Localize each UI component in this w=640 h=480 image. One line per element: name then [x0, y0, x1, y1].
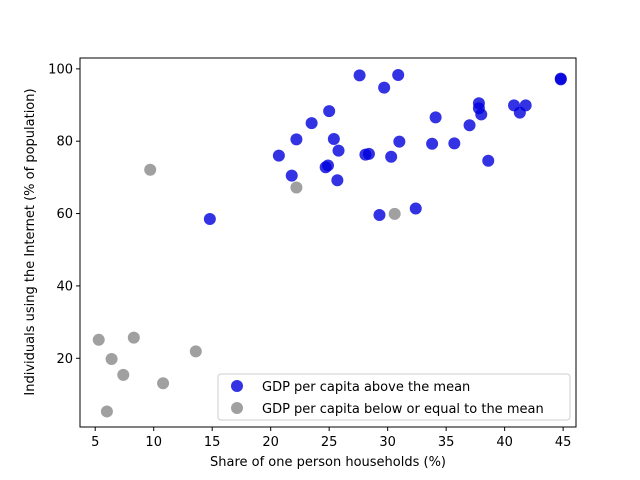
- x-tick-label-10: 10: [145, 435, 162, 450]
- data-point-below-mean-1: [100, 405, 113, 418]
- y-tick-label-40: 40: [56, 279, 73, 294]
- y-tick-label-80: 80: [56, 135, 73, 150]
- y-tick-label-100: 100: [48, 62, 73, 77]
- x-tick-label-15: 15: [204, 435, 221, 450]
- x-tick-label-40: 40: [496, 435, 513, 450]
- data-point-below-mean-6: [157, 377, 170, 390]
- data-point-below-mean-3: [117, 368, 130, 381]
- data-point-above-mean-13: [362, 147, 375, 160]
- data-point-below-mean-5: [144, 163, 157, 176]
- x-axis-ticks: 5 10 15 20 25 30 35 40 45: [91, 427, 571, 450]
- data-point-above-mean-3: [290, 133, 303, 146]
- x-tick-label-20: 20: [262, 435, 279, 450]
- data-points: [92, 69, 567, 418]
- x-tick-label-25: 25: [321, 435, 338, 450]
- legend-marker-below-mean: [231, 402, 243, 414]
- data-point-below-mean-8: [290, 181, 303, 194]
- data-point-above-mean-9: [331, 174, 344, 187]
- data-point-above-mean-8: [327, 133, 340, 146]
- legend-marker-above-mean: [231, 380, 243, 392]
- data-point-above-mean-0: [203, 212, 216, 225]
- plot-frame: [79, 57, 577, 428]
- data-point-above-mean-30: [519, 99, 532, 112]
- legend-label-below-mean: GDP per capita below or equal to the mea…: [262, 402, 544, 417]
- data-point-above-mean-14: [373, 209, 386, 222]
- data-point-above-mean-15: [378, 81, 391, 94]
- data-point-above-mean-32: [554, 72, 567, 85]
- data-point-below-mean-9: [388, 207, 401, 220]
- data-point-above-mean-2: [285, 169, 298, 182]
- data-point-above-mean-7: [323, 105, 336, 118]
- legend: GDP per capita above the mean GDP per ca…: [217, 373, 571, 421]
- data-point-above-mean-11: [353, 69, 366, 82]
- legend-box: [217, 373, 571, 421]
- data-point-above-mean-21: [429, 111, 442, 124]
- data-point-above-mean-22: [448, 137, 461, 150]
- y-tick-label-20: 20: [56, 352, 73, 367]
- x-tick-label-35: 35: [438, 435, 455, 450]
- x-tick-label-30: 30: [379, 435, 396, 450]
- x-axis-label: Share of one person households (%): [210, 455, 446, 470]
- data-point-above-mean-16: [385, 150, 398, 163]
- data-point-below-mean-2: [105, 352, 118, 365]
- data-point-below-mean-0: [92, 333, 105, 346]
- data-point-above-mean-26: [475, 108, 488, 121]
- data-point-above-mean-19: [409, 202, 422, 215]
- data-point-below-mean-4: [127, 331, 140, 344]
- x-tick-label-5: 5: [91, 435, 99, 450]
- data-point-above-mean-18: [393, 135, 406, 148]
- data-point-above-mean-4: [305, 117, 318, 130]
- y-tick-label-60: 60: [56, 207, 73, 222]
- data-point-above-mean-1: [272, 149, 285, 162]
- legend-label-above-mean: GDP per capita above the mean: [262, 380, 470, 395]
- data-point-above-mean-6: [322, 159, 334, 172]
- y-axis-label: Individuals using the Internet (% of pop…: [23, 88, 38, 395]
- x-tick-label-45: 45: [555, 435, 572, 450]
- data-point-above-mean-17: [392, 69, 405, 81]
- data-point-above-mean-23: [463, 119, 476, 132]
- data-point-above-mean-20: [426, 137, 439, 150]
- data-point-above-mean-10: [332, 144, 345, 157]
- data-point-above-mean-27: [482, 154, 495, 167]
- data-point-below-mean-7: [189, 345, 202, 358]
- y-axis-ticks: 20 40 60 80 100: [48, 62, 80, 367]
